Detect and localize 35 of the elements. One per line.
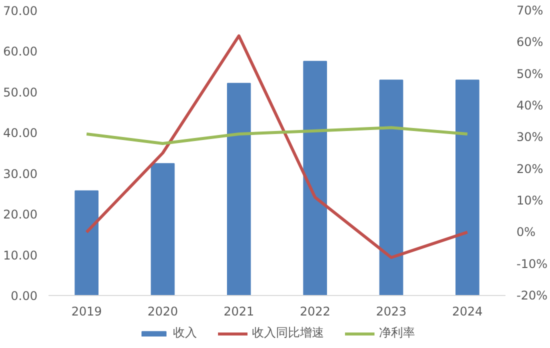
- bar: [379, 80, 404, 296]
- bar: [455, 80, 480, 296]
- bar: [150, 163, 175, 296]
- line-series: [85, 126, 469, 145]
- y2-tick-label: 20%: [516, 162, 544, 176]
- y-tick-label: 40.00: [3, 126, 38, 140]
- y-tick-label: 20.00: [3, 208, 38, 222]
- y-tick-label: 50.00: [3, 85, 38, 100]
- legend-label: 收入同比增速: [252, 324, 324, 342]
- y-tick-label: 10.00: [3, 248, 38, 262]
- x-tick-label: 2022: [300, 304, 330, 318]
- y2-tick-label: -20%: [516, 288, 548, 302]
- y2-tick-label: 60%: [516, 35, 544, 50]
- y-tick-label: 30.00: [3, 166, 38, 181]
- y2-tick-label: 10%: [516, 194, 544, 208]
- x-tick-label: 2019: [71, 304, 102, 318]
- y2-tick-label: 40%: [516, 98, 544, 112]
- legend-label: 净利率: [379, 324, 415, 342]
- y2-tick-label: -10%: [516, 256, 548, 271]
- y2-tick-label: 30%: [516, 130, 544, 144]
- line-series: [85, 34, 469, 259]
- y2-tick-label: 70%: [516, 4, 544, 18]
- y-tick-label: 70.00: [3, 4, 38, 18]
- y2-tick-label: 0%: [516, 225, 536, 240]
- bar: [303, 60, 328, 296]
- y2-tick-label: 50%: [516, 66, 544, 81]
- y-tick-label: 0.00: [10, 289, 38, 303]
- y-tick-label: 60.00: [3, 44, 38, 59]
- x-tick-label: 2021: [224, 304, 254, 318]
- bar: [74, 190, 99, 296]
- legend-label: 收入: [173, 324, 197, 342]
- bar: [226, 82, 251, 296]
- x-tick-label: 2023: [376, 304, 407, 318]
- x-tick-label: 2024: [452, 304, 483, 318]
- x-tick-label: 2020: [147, 304, 178, 318]
